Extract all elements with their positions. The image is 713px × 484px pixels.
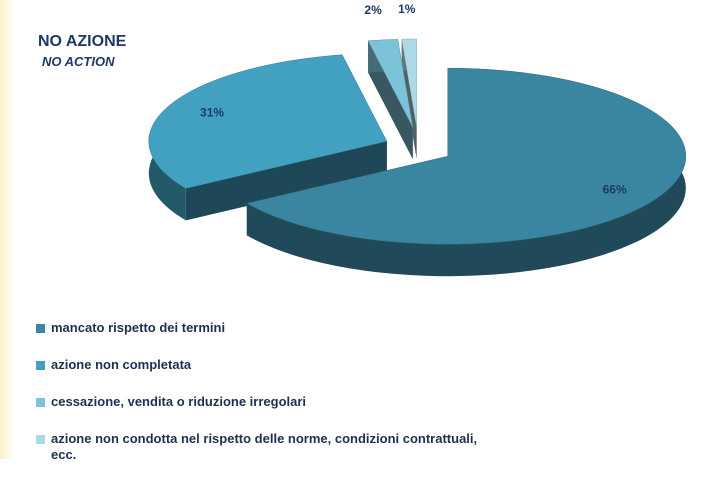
legend-swatch <box>36 435 45 444</box>
value-label: 1% <box>398 2 416 16</box>
value-labels: 66% 31% 2% 1% <box>200 2 627 196</box>
legend: mancato rispetto dei termini azione non c… <box>36 320 506 484</box>
legend-item: azione non completata <box>36 357 506 373</box>
page: {"chart_data": {"type": "pie", "title": … <box>0 0 713 462</box>
value-label: 66% <box>603 182 627 196</box>
chart-title: NO AZIONE <box>38 33 127 50</box>
chart-subtitle: NO ACTION <box>42 54 115 69</box>
value-label: 2% <box>364 3 382 17</box>
pie-slice <box>401 38 417 128</box>
legend-label: cessazione, vendita o riduzione irregola… <box>51 394 307 409</box>
legend-label: azione non condotta nel rispetto delle n… <box>51 431 478 462</box>
legend-item: mancato rispetto dei termini <box>36 320 506 336</box>
value-label: 31% <box>200 105 224 119</box>
legend-item: cessazione, vendita o riduzione irregola… <box>36 394 506 410</box>
legend-label: mancato rispetto dei termini <box>51 320 226 335</box>
legend-label: azione non completata <box>51 357 192 372</box>
pie-slice <box>367 39 413 128</box>
legend-swatch <box>36 361 45 370</box>
pie-slice <box>246 67 687 245</box>
pie-slice <box>148 54 388 189</box>
chart: NO AZIONE NO ACTION 66% 31% 2% 1% <box>38 2 687 277</box>
pie-tops <box>148 38 687 245</box>
legend-item: azione non condotta nel rispetto delle n… <box>36 431 506 463</box>
slice-wall <box>185 141 387 221</box>
legend-swatch <box>36 398 45 407</box>
legend-swatch <box>36 324 45 333</box>
